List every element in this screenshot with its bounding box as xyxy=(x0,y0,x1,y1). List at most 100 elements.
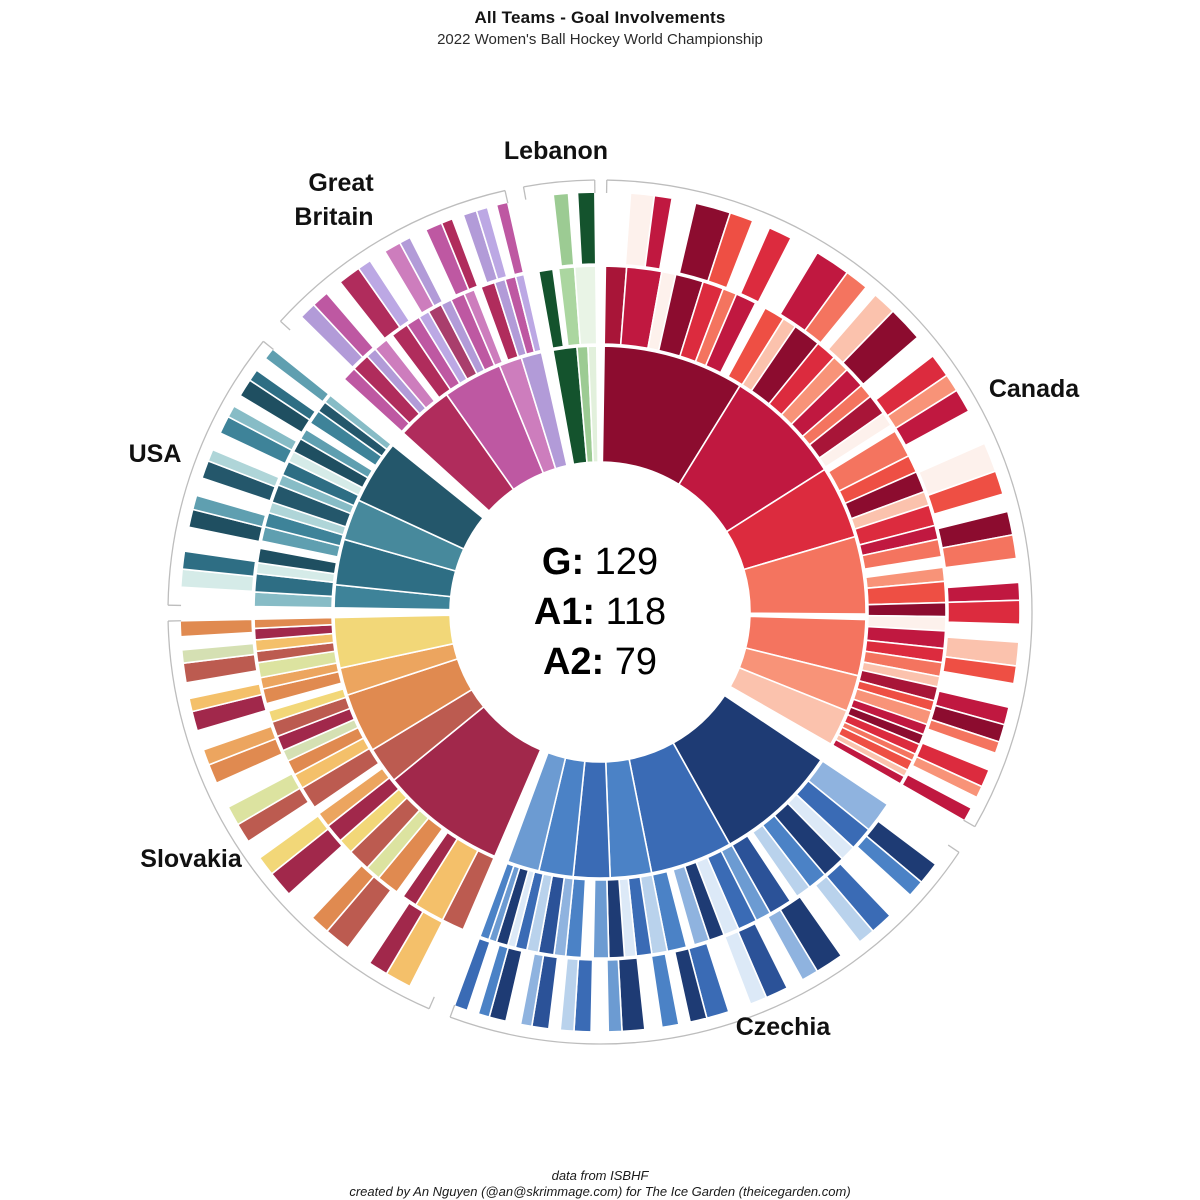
sunburst-segment-canada-ring3 xyxy=(739,226,792,303)
sunburst-segment-usa-ring3 xyxy=(248,369,317,421)
team-arc-tick-lebanon xyxy=(522,186,527,200)
sunburst-segment-lebanon-ring2 xyxy=(537,268,565,350)
sunburst-segment-great-britain-ring3 xyxy=(440,218,479,291)
sunburst-segment-slovakia-ring2 xyxy=(402,831,459,906)
sunburst-segment-czechia-ring2 xyxy=(479,862,515,941)
team-arc-usa xyxy=(167,340,264,606)
center-stat-G: G: 129 xyxy=(534,537,666,587)
sunburst-segment-canada-ring3 xyxy=(927,470,1004,516)
sunburst-segment-slovakia-ring3 xyxy=(180,642,256,665)
sunburst-segment-great-britain-ring1 xyxy=(520,351,568,470)
sunburst-segment-czechia-ring3 xyxy=(519,952,545,1028)
sunburst-segment-czechia-ring2 xyxy=(592,879,610,959)
chart-subtitle: 2022 Women's Ball Hockey World Champions… xyxy=(437,31,763,48)
sunburst-segment-canada-ring3 xyxy=(901,773,973,822)
sunburst-segment-czechia-ring3 xyxy=(723,930,768,1005)
sunburst-segment-czechia-ring2 xyxy=(672,865,711,946)
sunburst-segment-usa-ring3 xyxy=(191,494,267,528)
sunburst-segment-canada-ring2 xyxy=(831,738,906,785)
sunburst-segment-canada-ring3 xyxy=(947,599,1021,626)
sunburst-segment-slovakia-ring2 xyxy=(253,616,334,630)
sunburst-segment-canada-ring3 xyxy=(894,389,970,447)
sunburst-segment-slovakia-ring1 xyxy=(333,614,455,670)
sunburst-segment-usa-ring3 xyxy=(207,448,280,488)
sunburst-segment-great-britain-ring2 xyxy=(463,288,504,367)
sunburst-segment-usa-ring3 xyxy=(227,405,298,451)
sunburst-segment-great-britain-ring3 xyxy=(495,201,525,276)
team-label-slovakia: Slovakia xyxy=(140,845,243,873)
sunburst-segment-great-britain-ring3 xyxy=(399,236,444,307)
team-label-great-britain: Britain xyxy=(294,203,373,231)
sunburst-segment-slovakia-ring2 xyxy=(267,688,347,723)
sunburst-segment-canada-ring3 xyxy=(804,271,868,344)
team-arc-tick-great-britain xyxy=(280,320,291,331)
sunburst-segment-usa-ring3 xyxy=(264,348,330,403)
sunburst-segment-lebanon-ring3 xyxy=(552,192,575,267)
sunburst-segment-czechia-ring1 xyxy=(506,751,567,872)
sunburst-segment-canada-ring3 xyxy=(644,194,673,270)
team-arc-czechia xyxy=(449,851,960,1045)
team-label-usa: USA xyxy=(129,440,182,468)
team-arc-canada xyxy=(606,179,1033,828)
team-arc-tick-usa xyxy=(262,340,274,350)
sunburst-segment-usa-ring2 xyxy=(299,428,374,479)
team-arc-tick-czechia xyxy=(947,844,960,853)
footer-credit: created by An Nguyen (@an@skrimmage.com)… xyxy=(349,1184,851,1199)
sunburst-segment-slovakia-ring2 xyxy=(318,767,391,827)
sunburst-segment-great-britain-ring2 xyxy=(514,273,542,353)
sunburst-segment-canada-ring1 xyxy=(729,667,848,745)
team-arc-tick-great-britain xyxy=(504,190,509,204)
sunburst-segment-canada-ring3 xyxy=(707,211,754,289)
sunburst-segment-usa-ring2 xyxy=(256,547,338,575)
sunburst-segment-czechia-ring3 xyxy=(559,957,580,1032)
center-stat-label: G: xyxy=(541,541,585,583)
sunburst-segment-czechia-ring3 xyxy=(650,953,680,1029)
sunburst-segment-great-britain-ring3 xyxy=(475,206,508,281)
sunburst-segment-czechia-ring3 xyxy=(453,937,491,1012)
center-stat-value: 118 xyxy=(595,591,667,633)
team-arc-tick-czechia xyxy=(449,1004,456,1018)
team-arc-tick-slovakia xyxy=(428,996,435,1010)
team-label-canada: Canada xyxy=(989,375,1080,403)
sunburst-segment-great-britain-ring2 xyxy=(374,338,436,410)
chart-title: All Teams - Goal Involvements xyxy=(474,8,726,27)
sunburst-segment-slovakia-ring3 xyxy=(258,815,329,875)
sunburst-segment-usa-ring3 xyxy=(181,550,257,578)
sunburst-segment-lebanon-ring1 xyxy=(587,345,599,463)
sunburst-segment-canada-ring2 xyxy=(861,538,943,570)
sunburst-segment-czechia-ring3 xyxy=(856,835,923,897)
sunburst-segment-canada-ring3 xyxy=(841,310,919,386)
sunburst-segment-great-britain-ring3 xyxy=(357,259,411,329)
chart-header: All Teams - Goal Involvements 2022 Women… xyxy=(0,8,1200,48)
sunburst-segment-slovakia-ring3 xyxy=(311,864,375,932)
center-stat-A1: A1: 118 xyxy=(534,587,666,637)
sunburst-segment-canada-ring1 xyxy=(743,535,867,615)
center-stat-value: 129 xyxy=(584,541,659,583)
sunburst-segment-canada-ring2 xyxy=(818,412,892,468)
sunburst-segment-canada-ring2 xyxy=(867,601,947,618)
team-arc-slovakia xyxy=(167,621,430,1010)
team-arc-lebanon xyxy=(523,179,595,188)
sunburst-segment-canada-ring2 xyxy=(704,293,757,374)
sunburst-segment-lebanon-ring2 xyxy=(573,265,598,346)
team-label-great-britain: Great xyxy=(308,169,374,197)
sunburst-segment-slovakia-ring3 xyxy=(368,902,424,975)
sunburst-segment-czechia-ring2 xyxy=(751,824,811,898)
sunburst-segment-canada-ring3 xyxy=(946,581,1021,604)
sunburst-segment-czechia-ring3 xyxy=(477,944,510,1018)
sunburst-segment-slovakia-ring3 xyxy=(227,772,301,826)
team-arc-tick-canada xyxy=(963,819,976,828)
sunburst-segment-slovakia-ring3 xyxy=(202,725,277,766)
team-label-czechia: Czechia xyxy=(736,1013,832,1041)
sunburst-segment-slovakia-ring3 xyxy=(179,618,254,638)
center-stat-label: A2: xyxy=(542,641,605,683)
sunburst-segment-lebanon-ring3 xyxy=(576,191,597,266)
sunburst-segment-usa-ring2 xyxy=(324,394,392,451)
sunburst-segment-czechia-ring3 xyxy=(766,908,819,981)
sunburst-segment-canada-ring3 xyxy=(911,755,983,799)
sunburst-segment-great-britain-ring3 xyxy=(312,292,375,359)
sunburst-segment-slovakia-ring3 xyxy=(188,682,263,713)
team-label-lebanon: Lebanon xyxy=(504,137,608,165)
